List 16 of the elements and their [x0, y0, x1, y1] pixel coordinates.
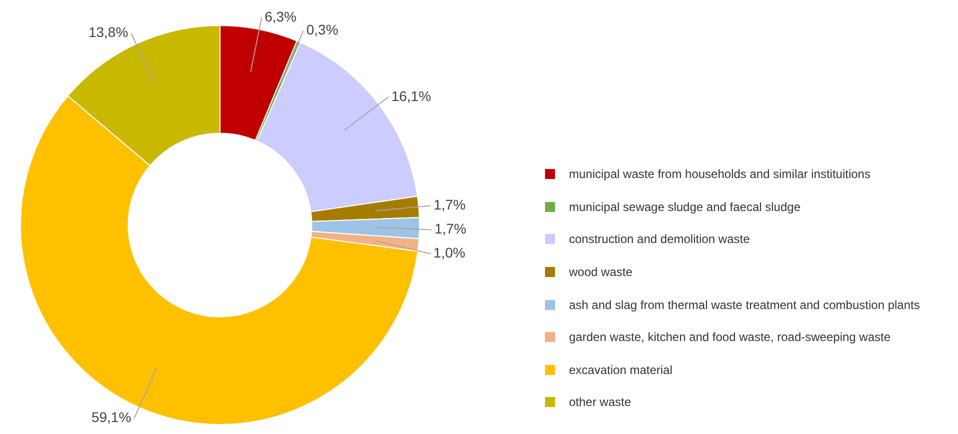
- data-label: 1,0%: [433, 244, 466, 261]
- data-label: 0,3%: [306, 21, 338, 38]
- legend-label: municipal waste from households and similar instituitions: [569, 167, 870, 182]
- data-label: 16,1%: [391, 88, 432, 104]
- legend-label: other waste: [569, 395, 632, 410]
- legend-label: construction and demolition waste: [569, 232, 750, 246]
- data-label: 59,1%: [91, 409, 132, 426]
- data-label: 1,7%: [434, 220, 466, 237]
- legend-label: excavation material: [569, 362, 672, 377]
- legend-label: ash and slag from thermal waste treatment and combustion plants: [569, 298, 920, 312]
- data-label: 6,3%: [264, 8, 297, 24]
- legend-label: municipal sewage sludge and faecal sludge: [569, 200, 800, 214]
- data-label: 13,8%: [88, 24, 128, 40]
- legend-label: wood waste: [569, 265, 632, 280]
- legend-label: garden waste, kitchen and food waste, road-sweeping waste: [569, 330, 891, 344]
- data-label: 1,7%: [434, 196, 466, 213]
